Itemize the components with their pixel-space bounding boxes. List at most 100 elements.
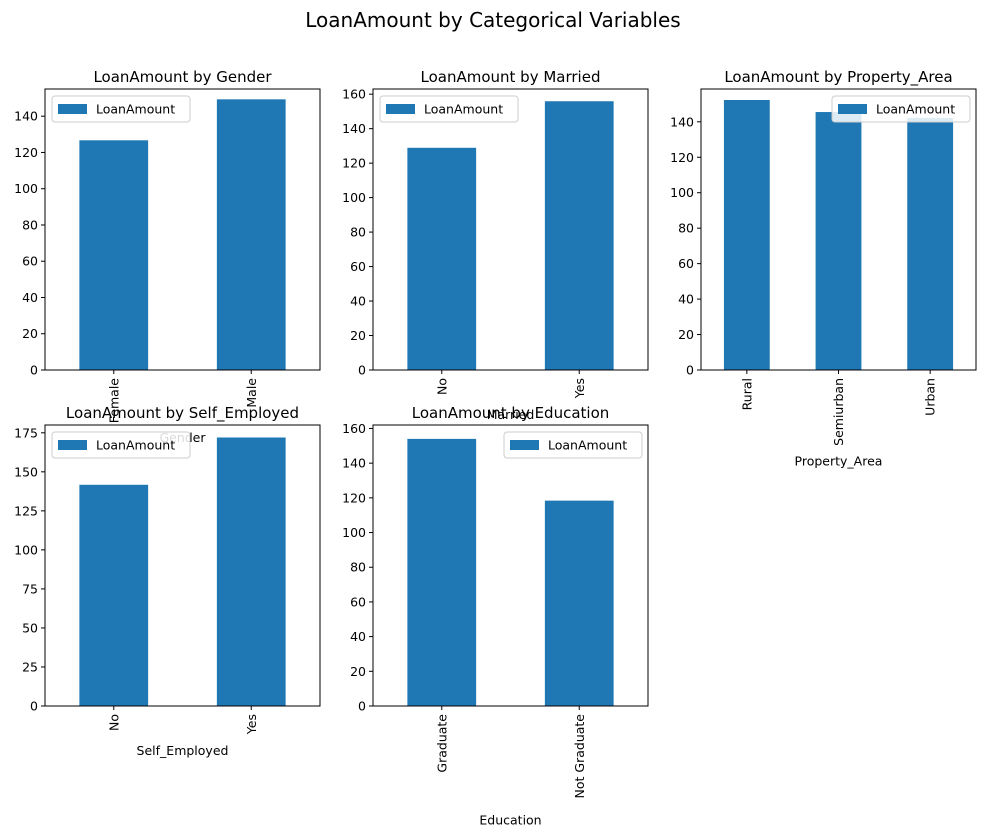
y-tick-label: 40 <box>22 290 38 305</box>
y-tick-label: 100 <box>342 190 366 205</box>
x-tick-label: No <box>106 714 121 731</box>
y-tick-label: 140 <box>342 121 366 136</box>
y-tick-label: 75 <box>22 581 38 596</box>
bar-rural <box>723 99 770 371</box>
y-tick-label: 0 <box>686 363 694 378</box>
bar-yes <box>216 437 286 706</box>
legend-box <box>379 95 519 123</box>
legend-box <box>51 95 191 123</box>
y-tick-label: 40 <box>350 629 366 644</box>
x-axis-label: Property_Area <box>795 453 883 468</box>
y-tick-label: 140 <box>670 114 694 129</box>
subplot-title: LoanAmount by Married <box>421 68 601 86</box>
x-tick-label: Urban <box>923 378 938 416</box>
y-tick-label: 160 <box>342 421 366 436</box>
y-tick-label: 0 <box>30 363 38 378</box>
legend: LoanAmount <box>831 95 971 123</box>
y-tick-label: 50 <box>22 620 38 635</box>
y-tick-label: 120 <box>342 156 366 171</box>
bar-female <box>79 140 149 370</box>
legend: LoanAmount <box>51 431 191 459</box>
legend-swatch <box>838 104 867 114</box>
y-tick-label: 140 <box>14 109 38 124</box>
y-tick-label: 20 <box>678 327 694 342</box>
y-tick-label: 60 <box>22 254 38 269</box>
legend-label: LoanAmount <box>424 102 503 117</box>
y-tick-label: 120 <box>342 490 366 505</box>
legend-box <box>831 95 971 123</box>
y-tick-label: 120 <box>14 145 38 160</box>
y-tick-label: 0 <box>30 699 38 714</box>
x-axis-label: Self_Employed <box>137 743 229 758</box>
y-tick-label: 0 <box>358 363 366 378</box>
y-tick-label: 140 <box>342 456 366 471</box>
x-tick-label: Male <box>244 378 259 408</box>
y-tick-label: 40 <box>350 294 366 309</box>
y-tick-label: 20 <box>22 326 38 341</box>
bar-no <box>79 484 149 706</box>
legend-label: LoanAmount <box>96 102 175 117</box>
y-tick-label: 150 <box>14 464 38 479</box>
legend-label: LoanAmount <box>96 438 175 453</box>
plot-frame <box>372 88 649 371</box>
bar-graduate <box>407 438 477 706</box>
bar-not-graduate <box>544 500 614 706</box>
legend-box <box>51 431 191 459</box>
y-tick-label: 60 <box>678 256 694 271</box>
y-tick-label: 25 <box>22 659 38 674</box>
bar-no <box>407 147 477 370</box>
plot-frame <box>44 88 321 371</box>
subplot-education: 0 20 40 60 80 100 120 140 160 Graduate Not Graduat… <box>342 404 649 827</box>
x-axis-label: Education <box>479 812 541 827</box>
y-tick-label: 60 <box>350 594 366 609</box>
x-axis-label: Married <box>487 407 535 422</box>
y-tick-label: 100 <box>670 185 694 200</box>
x-tick-label: Female <box>106 378 121 424</box>
legend-label: LoanAmount <box>548 438 627 453</box>
y-tick-label: 80 <box>350 225 366 240</box>
y-tick-label: 0 <box>358 699 366 714</box>
subplot-self-employed: 0 25 50 75 100 125 150 175 No Yes Self_Employed Loa… <box>14 404 321 758</box>
legend-swatch <box>510 440 539 450</box>
x-tick-label: Graduate <box>434 714 449 773</box>
y-tick-label: 100 <box>14 542 38 557</box>
y-tick-label: 175 <box>14 425 38 440</box>
x-tick-label: Yes <box>244 714 259 735</box>
subplot-title: LoanAmount by Gender <box>93 68 272 86</box>
y-tick-label: 100 <box>14 181 38 196</box>
x-tick-label: Rural <box>739 378 754 410</box>
legend: LoanAmount <box>51 95 191 123</box>
y-tick-label: 80 <box>22 217 38 232</box>
y-tick-label: 100 <box>342 525 366 540</box>
y-tick-label: 80 <box>678 221 694 236</box>
legend-box <box>503 431 643 459</box>
legend: LoanAmount <box>379 95 519 123</box>
x-tick-label: No <box>434 378 449 395</box>
y-tick-label: 20 <box>350 328 366 343</box>
figure-title: LoanAmount by Categorical Variables <box>305 8 680 32</box>
subplot-property-area: 0 20 40 60 80 100 120 140 Rural Semiurban Urban Pro… <box>670 68 977 468</box>
y-tick-label: 160 <box>342 87 366 102</box>
bar-male <box>216 99 286 370</box>
y-tick-label: 80 <box>350 560 366 575</box>
legend-swatch <box>386 104 415 114</box>
y-tick-label: 40 <box>678 292 694 307</box>
x-tick-label: Not Graduate <box>572 714 587 799</box>
y-tick-label: 60 <box>350 259 366 274</box>
legend: LoanAmount <box>503 431 643 459</box>
subplot-title: LoanAmount by Education <box>412 404 610 422</box>
x-tick-label: Semiurban <box>831 378 846 446</box>
bar-urban <box>907 117 954 370</box>
y-tick-label: 20 <box>350 664 366 679</box>
bar-yes <box>544 101 614 371</box>
subplot-title: LoanAmount by Property_Area <box>724 68 952 87</box>
subplot-gender: 020406080100120140FemaleMaleGenderLoanAm… <box>14 68 321 445</box>
y-tick-label: 125 <box>14 503 38 518</box>
x-tick-label: Yes <box>572 378 587 399</box>
bar-semiurban <box>815 112 862 371</box>
legend-swatch <box>58 440 87 450</box>
legend-label: LoanAmount <box>876 102 955 117</box>
y-tick-label: 120 <box>670 150 694 165</box>
